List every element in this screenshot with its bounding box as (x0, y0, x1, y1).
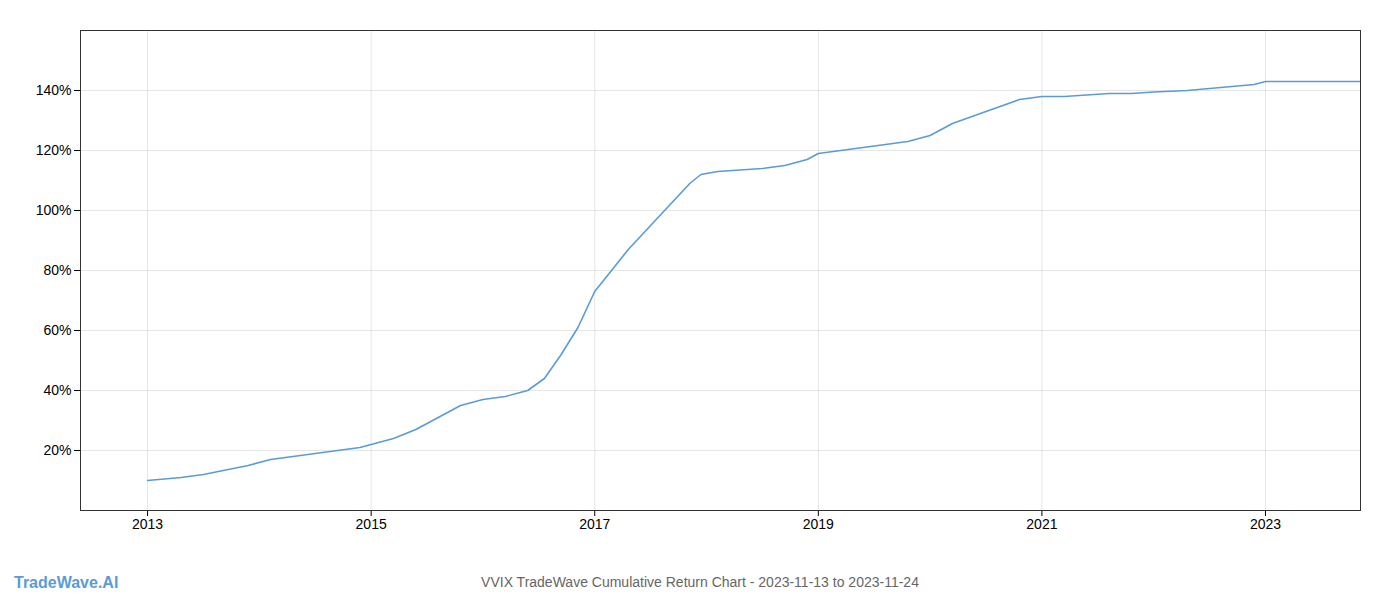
html-text:TradeWave.AI: TradeWave.AI (14, 574, 119, 591)
svg-text:2021: 2021 (1026, 516, 1057, 532)
svg-text:2019: 2019 (803, 516, 834, 532)
svg-text:140%: 140% (36, 82, 72, 98)
svg-text:100%: 100% (36, 202, 72, 218)
svg-text:2015: 2015 (356, 516, 387, 532)
svg-text:2017: 2017 (579, 516, 610, 532)
svg-text:120%: 120% (36, 142, 72, 158)
svg-text:60%: 60% (43, 322, 71, 338)
svg-text:40%: 40% (43, 382, 71, 398)
html-text:VVIX TradeWave Cumulative Retu: VVIX TradeWave Cumulative Return Chart -… (481, 574, 919, 590)
svg-text:2013: 2013 (132, 516, 163, 532)
svg-text:2023: 2023 (1250, 516, 1281, 532)
svg-text:20%: 20% (43, 442, 71, 458)
svg-text:80%: 80% (43, 262, 71, 278)
